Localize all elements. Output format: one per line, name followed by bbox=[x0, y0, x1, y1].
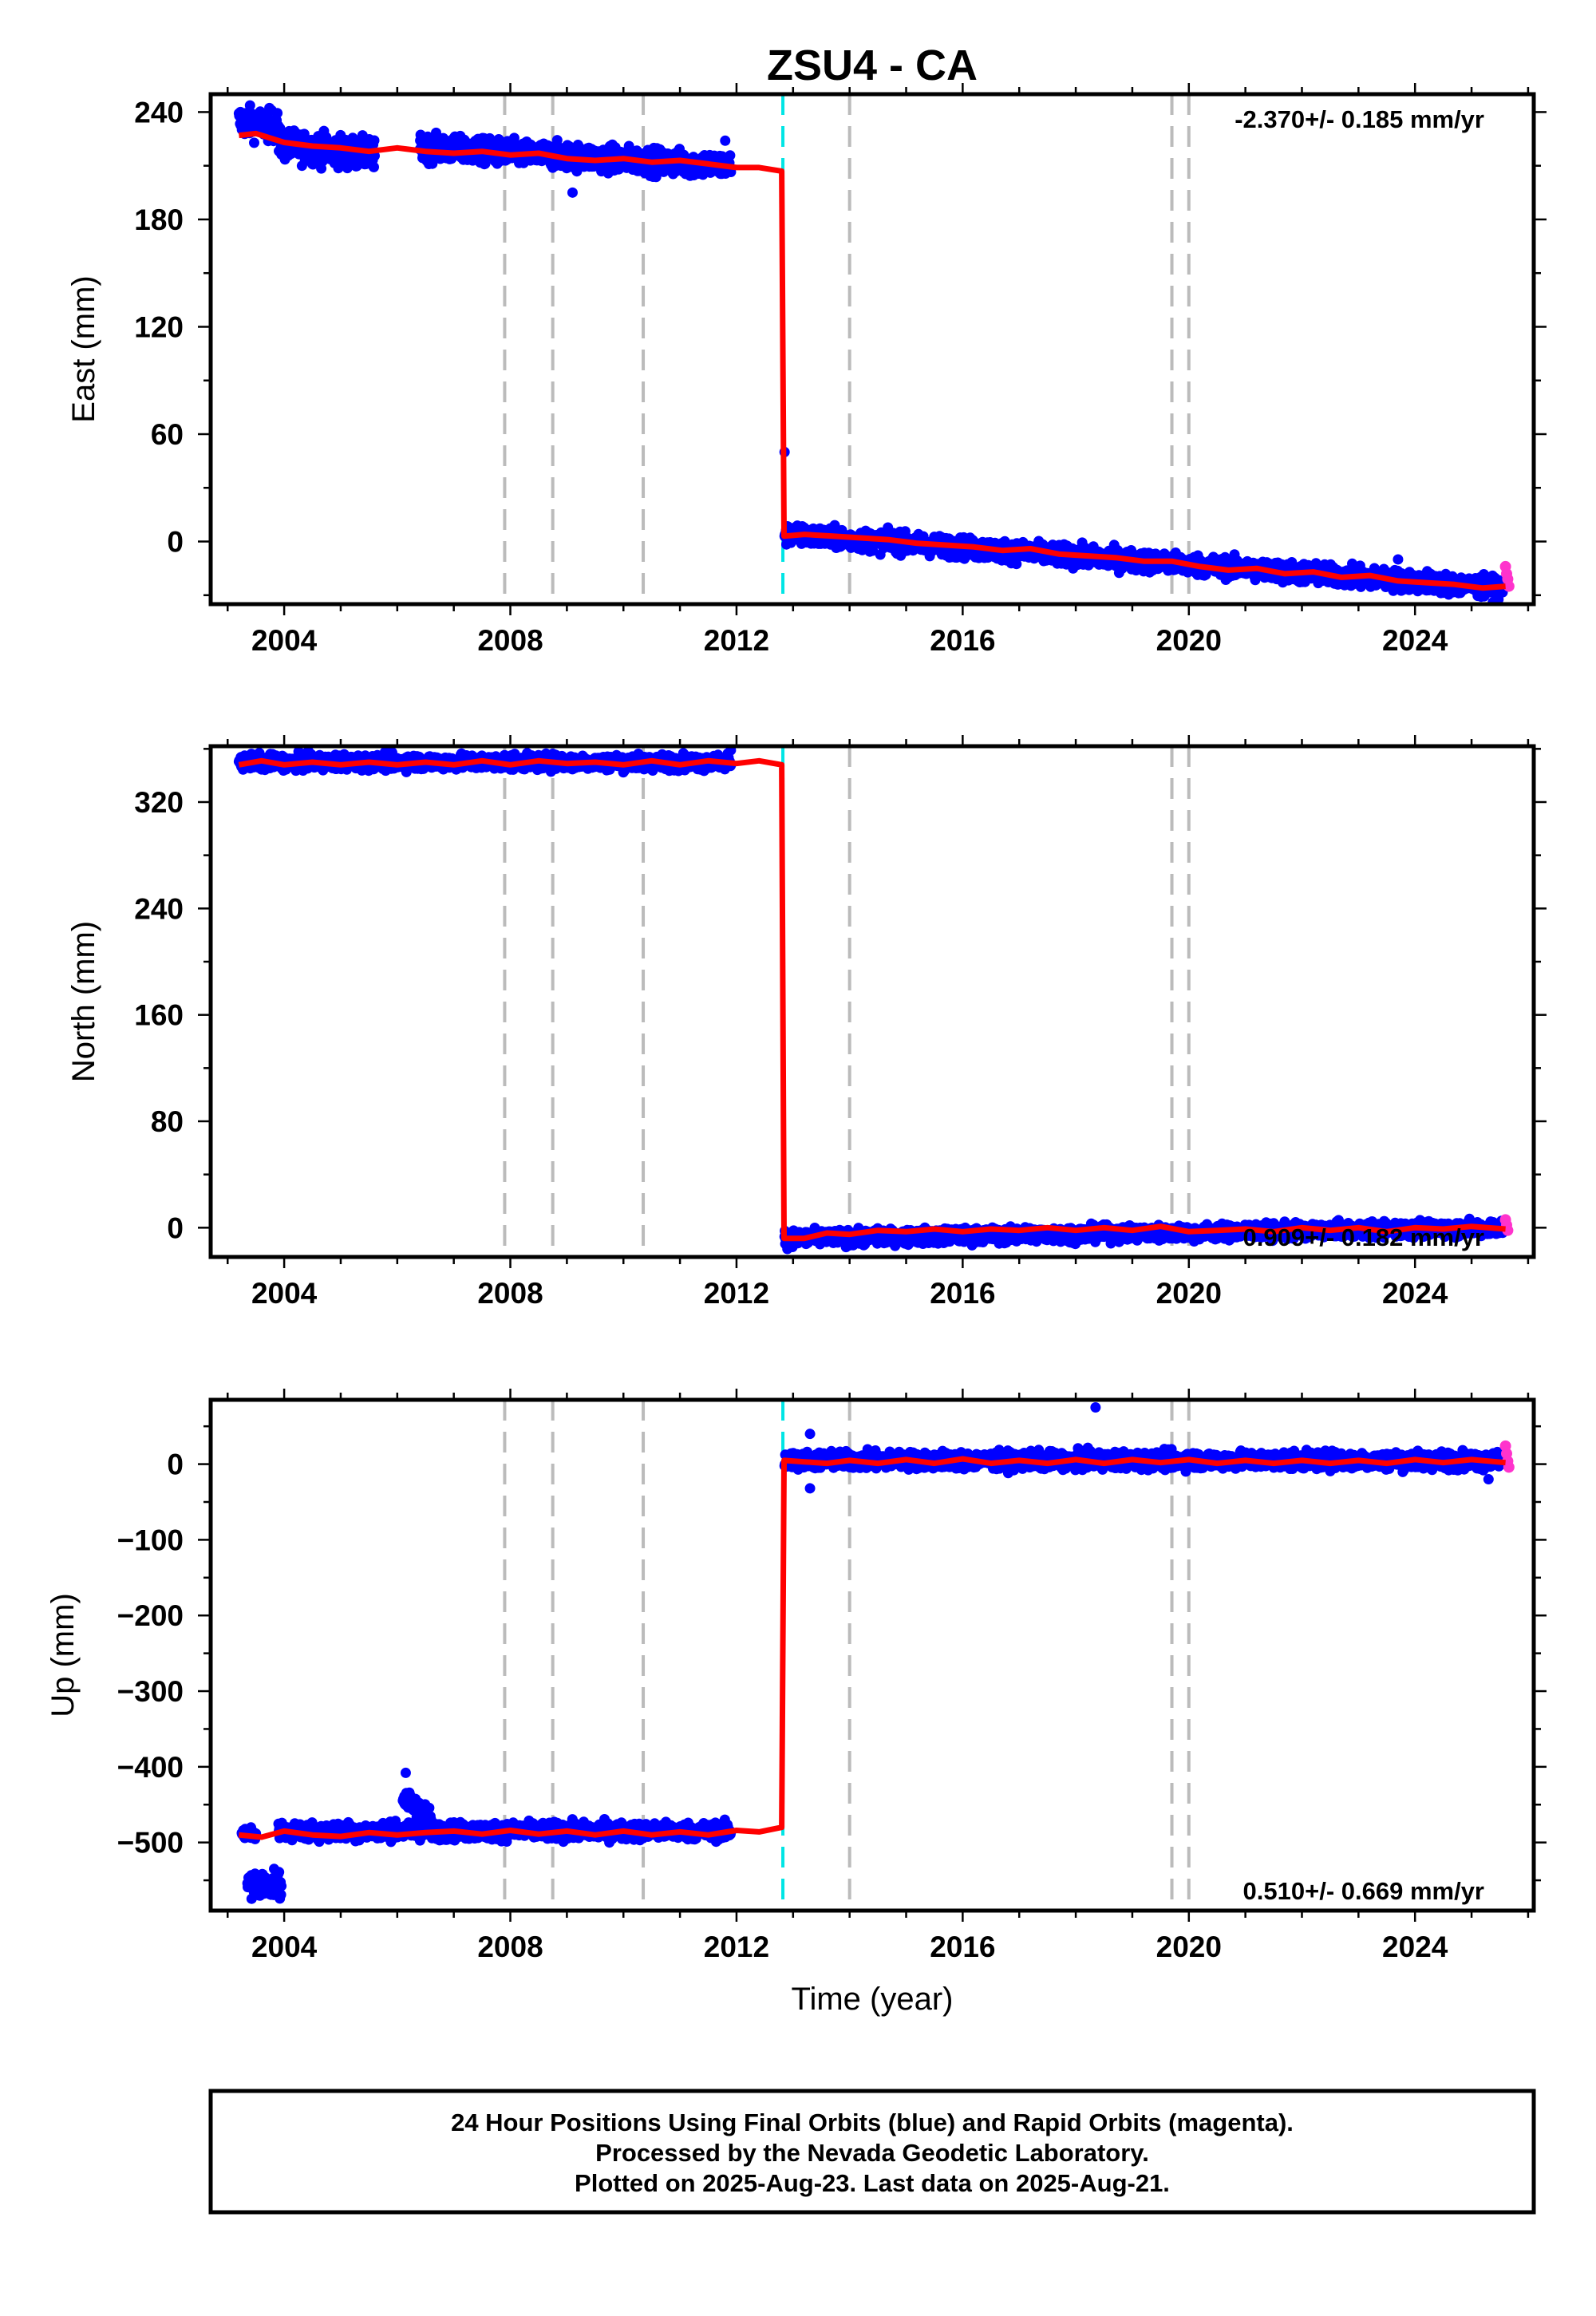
y-tick-label-east: 60 bbox=[151, 418, 184, 451]
final-point-east-724 bbox=[551, 135, 563, 146]
panel-north: 2004 2008 2012 2016 2020 2024080160240320Nort… bbox=[66, 735, 1547, 1310]
y-axis-label-east: East (mm) bbox=[66, 275, 101, 422]
x-tick-label-east-2016: 2016 bbox=[930, 624, 995, 657]
y-tick-label-east: 240 bbox=[134, 96, 184, 128]
y-tick-label-east: 180 bbox=[134, 204, 184, 236]
final-outlier-east-0 bbox=[567, 187, 578, 198]
frame-east bbox=[208, 92, 1536, 607]
final-point-east-357 bbox=[369, 161, 379, 172]
x-tick-label-east-2012: 2012 bbox=[704, 624, 769, 657]
final-point-east-29 bbox=[244, 100, 255, 111]
y-tick-label-east: 0 bbox=[167, 526, 184, 559]
plot-area-north bbox=[233, 746, 1514, 1257]
final-point-east-40 bbox=[249, 137, 259, 148]
final-point-east-358 bbox=[369, 135, 380, 146]
y-tick-label-east: 120 bbox=[134, 310, 184, 343]
plot-area-east bbox=[233, 94, 1515, 604]
final-point-east-403 bbox=[431, 127, 441, 138]
rate-label-east: -2.370+/- 0.185 mm/yr bbox=[1235, 105, 1484, 133]
panel-east: 2004 2008 2012 2016 2020 2024 0 60 120 180 240 East… bbox=[66, 83, 1547, 657]
model-line-east bbox=[239, 130, 1506, 591]
final-point-east-1182 bbox=[725, 150, 736, 161]
final-outlier-east-3 bbox=[1393, 554, 1404, 565]
final-point-east-914 bbox=[623, 140, 634, 152]
chart-title: ZSU4 - CA bbox=[767, 41, 978, 89]
final-point-east-101 bbox=[272, 108, 283, 119]
final-point-east-1318 bbox=[829, 520, 840, 531]
panels: 2004 2008 2012 2016 2020 2024 0 60 120 180 240 East… bbox=[45, 83, 1547, 1963]
rapid-point-east-3 bbox=[1503, 580, 1515, 592]
final-outlier-east-1 bbox=[720, 135, 731, 146]
x-tick-label-east-2008: 2008 bbox=[477, 624, 543, 657]
final-orbit-points-east bbox=[233, 100, 1508, 604]
x-tick-label-east-2020: 2020 bbox=[1156, 624, 1222, 657]
final-orbit-points-north bbox=[233, 746, 1508, 1255]
x-tick-label-east-2004: 2004 bbox=[251, 624, 318, 657]
x-tick-label-east-2024: 2024 bbox=[1382, 624, 1448, 657]
